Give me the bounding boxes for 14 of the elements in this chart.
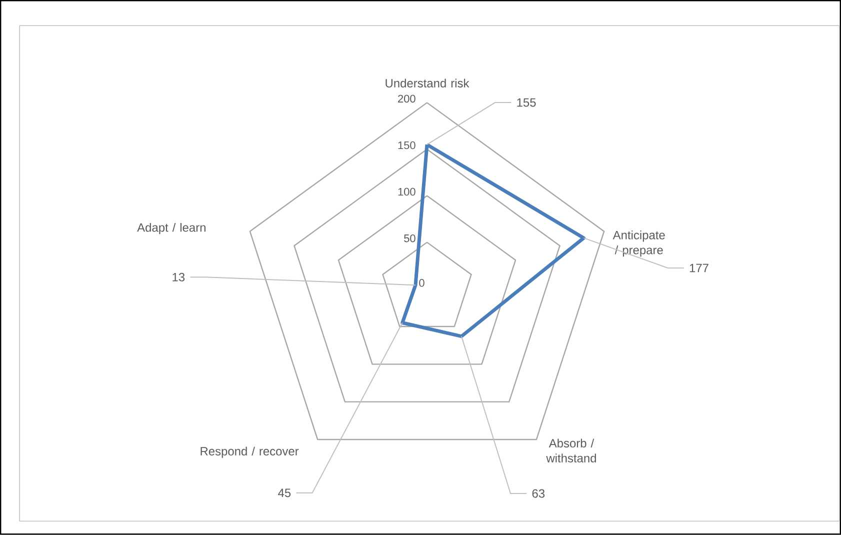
data-label: 13	[172, 273, 185, 282]
spoke-label: Absorb / withstand	[546, 438, 596, 463]
spoke-label: Understand risk	[386, 78, 470, 88]
y-tick-label: 150	[398, 142, 416, 150]
data-label: 155	[517, 98, 536, 107]
data-label: 177	[690, 264, 708, 272]
spoke-label: Adapt / learn	[137, 223, 206, 234]
y-tick-label: 200	[398, 94, 416, 103]
y-tick-label: 50	[404, 234, 416, 242]
spoke-label: Respond / recover	[200, 446, 299, 458]
y-tick-label: 0	[419, 279, 424, 287]
data-label: 63	[532, 489, 545, 498]
y-tick-label: 100	[398, 188, 416, 196]
data-label: 45	[278, 488, 291, 498]
